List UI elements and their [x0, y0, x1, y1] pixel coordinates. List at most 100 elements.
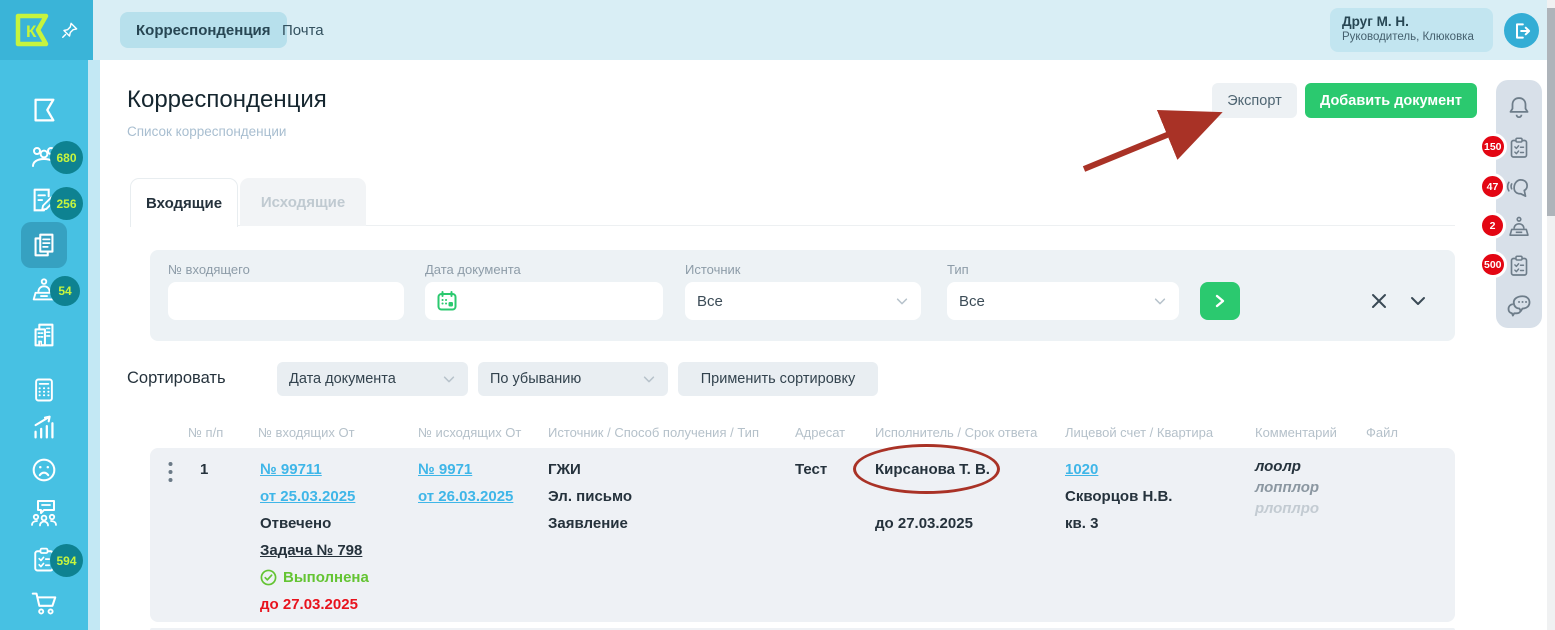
- filter-label-incoming-number: № входящего: [168, 262, 250, 277]
- sidebar-item-analytics[interactable]: [21, 404, 67, 450]
- col-header-source: Источник / Способ получения / Тип: [548, 425, 759, 440]
- rail-item-voice[interactable]: 47: [1479, 173, 1542, 203]
- app-logo[interactable]: К: [0, 0, 93, 60]
- task-status-label: Выполнена: [283, 569, 369, 586]
- sidebar-item-calculator[interactable]: [21, 367, 67, 413]
- outgoing-number-link[interactable]: № 9971: [418, 461, 473, 478]
- col-header-addressee: Адресат: [795, 425, 846, 440]
- calculator-icon: [35, 378, 53, 402]
- account-owner: Скворцов Н.В.: [1065, 488, 1173, 505]
- voice-icon: [1506, 179, 1528, 197]
- source-name: ГЖИ: [548, 461, 581, 478]
- col-header-num: № п/п: [188, 425, 224, 440]
- outgoing-date-link[interactable]: от 26.03.2025: [418, 488, 514, 505]
- logout-button[interactable]: [1504, 13, 1539, 48]
- incoming-number-link[interactable]: № 99711: [260, 461, 322, 478]
- addressee-cell: Тест: [795, 456, 865, 483]
- chevron-down-icon: [896, 298, 908, 305]
- rail-item-reception[interactable]: 2: [1479, 212, 1542, 242]
- analytics-icon: [34, 415, 54, 439]
- add-document-button[interactable]: Добавить документ: [1305, 83, 1477, 118]
- task-link[interactable]: Задача № 798: [260, 542, 363, 559]
- clear-filters-button[interactable]: [1368, 290, 1390, 312]
- badge-tasks: 594: [50, 544, 83, 577]
- row-menu-button[interactable]: [160, 458, 180, 486]
- executor-name: Кирсанова Т. В.: [875, 461, 990, 478]
- user-card[interactable]: Друг М. Н. Руководитель, Клюковка: [1330, 8, 1493, 52]
- source-type: Заявление: [548, 515, 628, 532]
- filter-panel: № входящего Дата документа Источник Все …: [150, 250, 1455, 341]
- reception-icon: [1509, 216, 1529, 236]
- tab-outgoing[interactable]: Исходящие: [240, 178, 366, 226]
- table-row-next-partial: [150, 628, 1455, 630]
- outgoing-cell: № 9971 от 26.03.2025: [418, 456, 543, 510]
- source-select[interactable]: Все: [685, 282, 921, 320]
- comment-line-2: лопплор: [1255, 479, 1320, 496]
- table-row: [150, 448, 1455, 622]
- rail-item-checklist-1[interactable]: 150: [1479, 133, 1542, 163]
- sort-field-select[interactable]: Дата документа: [277, 362, 468, 396]
- sort-direction-select[interactable]: По убыванию: [478, 362, 668, 396]
- document-date-input[interactable]: [425, 282, 663, 320]
- type-select[interactable]: Все: [947, 282, 1179, 320]
- kebab-icon: [168, 462, 172, 482]
- col-header-outgoing: № исходящих От: [418, 425, 522, 440]
- svg-text:К: К: [26, 22, 37, 41]
- account-number-link[interactable]: 1020: [1065, 461, 1099, 478]
- account-apartment: кв. 3: [1065, 515, 1099, 532]
- sidebar-item-flag[interactable]: [21, 87, 67, 133]
- cart-icon: [31, 592, 57, 615]
- rail-badge-checklist-2: 500: [1479, 251, 1507, 278]
- rail-badge-reception: 2: [1479, 212, 1506, 239]
- col-header-incoming: № входящих От: [258, 425, 355, 440]
- sidebar-item-building[interactable]: [21, 312, 67, 358]
- topnav-correspondence[interactable]: Корреспонденция: [120, 12, 287, 48]
- topnav-mail[interactable]: Почта: [266, 12, 340, 48]
- account-cell: 1020 Скворцов Н.В. кв. 3: [1065, 456, 1245, 537]
- annotation-arrow: [1082, 109, 1223, 172]
- tab-incoming-label: Входящие: [145, 194, 223, 212]
- chevron-down-icon: [643, 376, 655, 383]
- sort-direction-value: По убыванию: [490, 371, 582, 387]
- sidebar-item-cart[interactable]: [21, 580, 67, 626]
- tab-incoming[interactable]: Входящие: [130, 178, 238, 227]
- row-number: 1: [200, 461, 209, 478]
- page-scrollbar-thumb[interactable]: [1547, 8, 1555, 216]
- checklist-icon: [1510, 255, 1528, 276]
- rail-item-checklist-2[interactable]: 500: [1479, 251, 1542, 281]
- rail-item-notifications[interactable]: [1496, 92, 1542, 122]
- incoming-date-link[interactable]: от 25.03.2025: [260, 488, 356, 505]
- col-header-account: Лицевой счет / Квартира: [1065, 425, 1214, 440]
- rail-item-chat[interactable]: [1496, 290, 1542, 320]
- incoming-number-input[interactable]: [168, 282, 404, 320]
- topbar: К Корреспонденция Почта Друг М. Н. Руков…: [0, 0, 1547, 60]
- export-button[interactable]: Экспорт: [1212, 83, 1297, 118]
- collapse-filters-button[interactable]: [1406, 290, 1430, 312]
- sad-face-icon: [32, 458, 56, 482]
- apply-sort-button[interactable]: Применить сортировку: [678, 362, 878, 396]
- user-name: Друг М. Н.: [1342, 14, 1409, 29]
- sidebar-item-documents[interactable]: [21, 222, 67, 268]
- comment-line-1: лоолр: [1255, 458, 1301, 475]
- close-icon: [1372, 294, 1386, 308]
- pin-icon[interactable]: [60, 21, 79, 40]
- check-circle-icon: [260, 569, 277, 586]
- sidebar-gutter: [88, 60, 100, 630]
- sidebar-item-complaints[interactable]: [21, 447, 67, 493]
- apply-filters-button[interactable]: [1200, 282, 1240, 320]
- sidebar-item-meetings[interactable]: [21, 490, 67, 536]
- topnav-mail-label: Почта: [282, 21, 324, 39]
- tab-outgoing-label: Исходящие: [260, 193, 346, 211]
- flag-icon: [34, 98, 55, 122]
- left-sidebar: 680 256 54: [0, 60, 88, 630]
- sort-label: Сортировать: [127, 369, 226, 387]
- building-icon: [34, 323, 54, 347]
- page-scrollbar-track[interactable]: [1547, 0, 1555, 630]
- calendar-icon: [437, 291, 457, 311]
- filter-label-type: Тип: [947, 262, 969, 277]
- badge-residents: 680: [50, 141, 83, 174]
- filter-label-source: Источник: [685, 262, 741, 277]
- incoming-status: Отвечено: [260, 515, 332, 532]
- task-status: Выполнена: [260, 564, 415, 591]
- right-rail: 150 47 2 500: [1479, 80, 1542, 328]
